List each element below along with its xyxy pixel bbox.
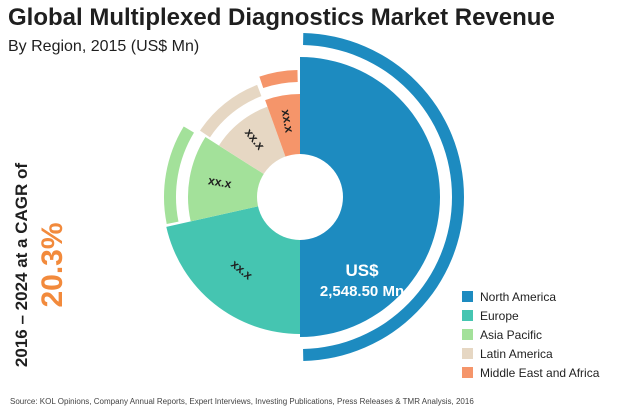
outer-arc-latin-america <box>199 84 262 138</box>
pie-slice-europe <box>166 197 300 334</box>
center-label-value: 2,548.50 Mn <box>320 283 404 300</box>
legend: North America Europe Asia Pacific Latin … <box>462 287 599 382</box>
legend-label: Middle East and Africa <box>480 365 600 380</box>
legend-label: Europe <box>480 308 519 323</box>
slice-label-middle-east-and-africa: xx.x <box>279 108 297 134</box>
legend-item-latin-america: Latin America <box>462 344 599 363</box>
outer-arc-asia-pacific <box>164 126 194 225</box>
legend-label: Latin America <box>480 346 553 361</box>
outer-arcs <box>164 33 464 361</box>
source-note: Source: KOL Opinions, Company Annual Rep… <box>10 397 474 406</box>
legend-item-europe: Europe <box>462 306 599 325</box>
cagr-callout: 2016 – 2024 at a CAGR of 20.3% <box>6 160 96 370</box>
legend-swatch <box>462 310 473 321</box>
legend-item-north-america: North America <box>462 287 599 306</box>
legend-swatch <box>462 367 473 378</box>
outer-arc-middle-east-and-africa <box>259 70 298 89</box>
pie-slice-north-america <box>300 57 440 337</box>
legend-item-asia-pacific: Asia Pacific <box>462 325 599 344</box>
legend-swatch <box>462 291 473 302</box>
cagr-label: 2016 – 2024 at a CAGR of <box>12 162 31 368</box>
legend-label: North America <box>480 289 557 304</box>
chart-title: Global Multiplexed Diagnostics Market Re… <box>8 4 555 31</box>
chart-subtitle: By Region, 2015 (US$ Mn) <box>8 38 200 55</box>
donut-hole <box>257 154 343 240</box>
legend-swatch <box>462 329 473 340</box>
legend-item-middle-east-africa: Middle East and Africa <box>462 363 599 382</box>
slice-label-asia-pacific: xx.x <box>207 173 233 191</box>
center-label-currency: US$ <box>345 261 379 280</box>
legend-label: Asia Pacific <box>480 327 543 342</box>
legend-swatch <box>462 348 473 359</box>
cagr-value: 20.3% <box>36 222 69 308</box>
